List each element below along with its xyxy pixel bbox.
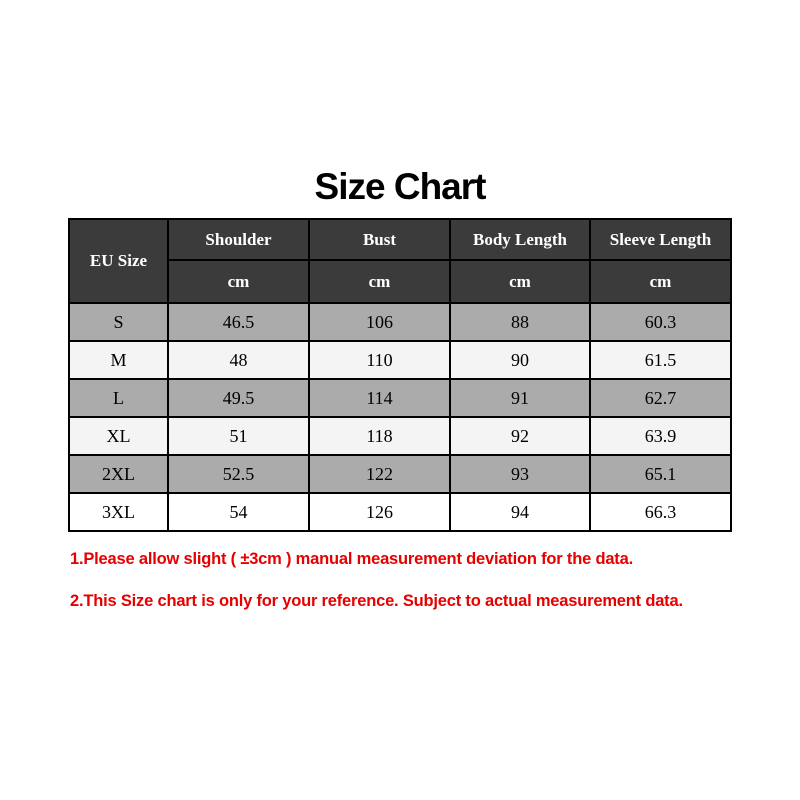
value-cell: 52.5 <box>167 454 310 494</box>
value-cell: 66.3 <box>589 492 732 532</box>
value-cell: 46.5 <box>167 302 310 342</box>
value-cell: 114 <box>308 378 451 418</box>
table-row: L 49.5 114 91 62.7 <box>68 378 732 418</box>
header-sleeve-length: Sleeve Length <box>589 218 732 261</box>
value-cell: 94 <box>449 492 591 532</box>
unit-sleeve-length: cm <box>589 259 732 304</box>
size-cell: 2XL <box>68 454 169 494</box>
unit-shoulder: cm <box>167 259 310 304</box>
value-cell: 110 <box>308 340 451 380</box>
header-shoulder: Shoulder <box>167 218 310 261</box>
unit-body-length: cm <box>449 259 591 304</box>
table-header: EU Size Shoulder Bust Body Length Sleeve… <box>68 218 732 304</box>
value-cell: 118 <box>308 416 451 456</box>
size-cell: L <box>68 378 169 418</box>
table-row: M 48 110 90 61.5 <box>68 340 732 380</box>
table-row: XL 51 118 92 63.9 <box>68 416 732 456</box>
value-cell: 106 <box>308 302 451 342</box>
header-label-row: EU Size Shoulder Bust Body Length Sleeve… <box>68 218 732 304</box>
measurement-deviation-note: 1.Please allow slight ( ±3cm ) manual me… <box>70 550 633 568</box>
value-cell: 90 <box>449 340 591 380</box>
size-chart-table: EU Size Shoulder Bust Body Length Sleeve… <box>68 218 732 532</box>
size-cell: M <box>68 340 169 380</box>
header-eu-size: EU Size <box>68 218 169 304</box>
value-cell: 122 <box>308 454 451 494</box>
value-cell: 126 <box>308 492 451 532</box>
reference-disclaimer-note: 2.This Size chart is only for your refer… <box>70 592 683 610</box>
value-cell: 65.1 <box>589 454 732 494</box>
value-cell: 51 <box>167 416 310 456</box>
value-cell: 62.7 <box>589 378 732 418</box>
page-title: Size Chart <box>314 166 487 207</box>
value-cell: 61.5 <box>589 340 732 380</box>
header-body-length: Body Length <box>449 218 591 261</box>
value-cell: 93 <box>449 454 591 494</box>
header-bust: Bust <box>308 218 451 261</box>
table-row: 3XL 54 126 94 66.3 <box>68 492 732 532</box>
value-cell: 49.5 <box>167 378 310 418</box>
value-cell: 63.9 <box>589 416 732 456</box>
size-cell: XL <box>68 416 169 456</box>
table-row: S 46.5 106 88 60.3 <box>68 302 732 342</box>
unit-bust: cm <box>308 259 451 304</box>
size-cell: 3XL <box>68 492 169 532</box>
value-cell: 88 <box>449 302 591 342</box>
value-cell: 54 <box>167 492 310 532</box>
value-cell: 91 <box>449 378 591 418</box>
value-cell: 60.3 <box>589 302 732 342</box>
table-row: 2XL 52.5 122 93 65.1 <box>68 454 732 494</box>
header-unit-row: cm cm cm cm <box>69 259 732 304</box>
size-cell: S <box>68 302 169 342</box>
value-cell: 48 <box>167 340 310 380</box>
value-cell: 92 <box>449 416 591 456</box>
